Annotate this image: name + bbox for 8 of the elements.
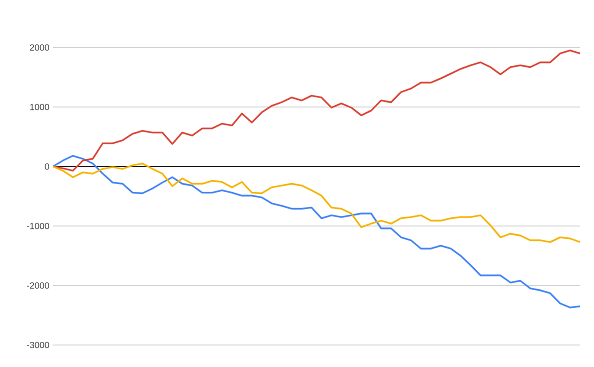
line-series <box>52 162 581 243</box>
y-tick-label: -2000 <box>26 282 50 289</box>
y-tick-label: 0 <box>44 163 50 170</box>
y-tick-label: 2000 <box>30 44 50 51</box>
line-series <box>52 50 581 172</box>
y-tick-label: -1000 <box>26 222 50 230</box>
y-tick-label: -3000 <box>26 342 50 348</box>
y-tick-label: 1000 <box>30 104 50 110</box>
